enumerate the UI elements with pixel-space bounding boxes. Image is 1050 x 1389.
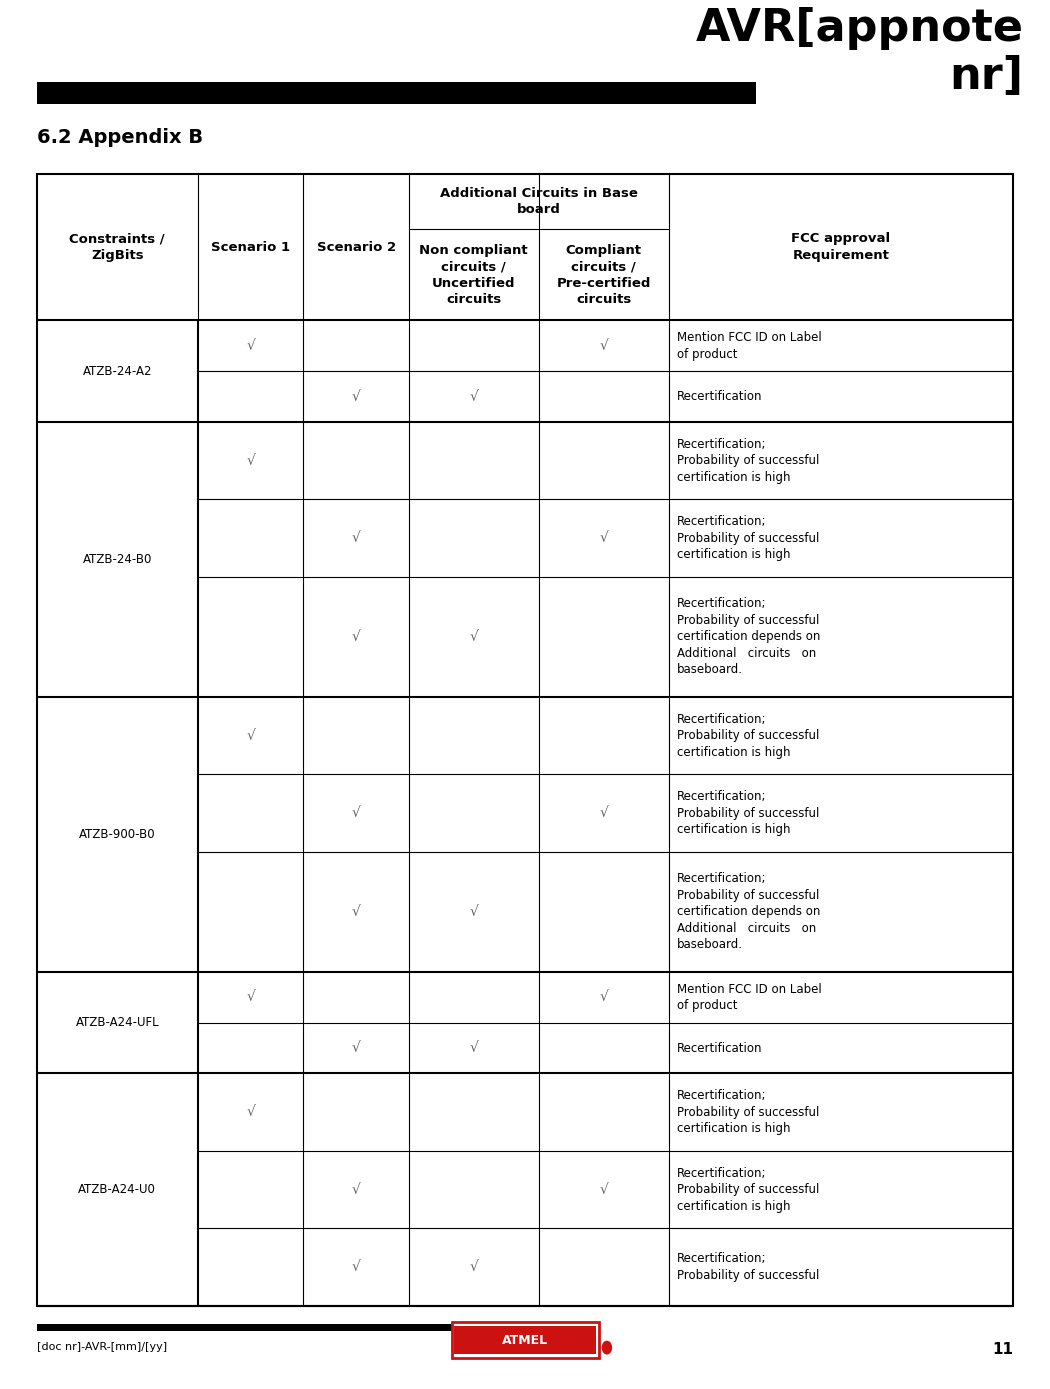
Text: [doc nr]-AVR-[mm]/[yy]: [doc nr]-AVR-[mm]/[yy] [37, 1342, 167, 1351]
Text: √: √ [352, 806, 360, 820]
Text: √: √ [246, 1106, 255, 1120]
Text: Recertification;
Probability of successful
certification is high: Recertification; Probability of successf… [677, 1167, 819, 1213]
Text: √: √ [246, 990, 255, 1004]
Bar [454, 1326, 596, 1354]
Text: Mention FCC ID on Label
of product: Mention FCC ID on Label of product [677, 331, 822, 361]
Text: Recertification;
Probability of successful
certification depends on
Additional  : Recertification; Probability of successf… [677, 872, 820, 951]
Text: √: √ [600, 806, 608, 820]
Text: √: √ [246, 454, 255, 468]
Text: ATZB-24-B0: ATZB-24-B0 [83, 553, 152, 565]
Text: Recertification: Recertification [677, 1042, 762, 1054]
Text: √: √ [600, 531, 608, 544]
Text: Scenario 2: Scenario 2 [316, 240, 396, 254]
Text: 6.2 Appendix B: 6.2 Appendix B [37, 128, 203, 147]
Text: ATZB-24-A2: ATZB-24-A2 [83, 365, 152, 378]
Text: √: √ [600, 339, 608, 353]
Text: √: √ [352, 1260, 360, 1274]
Text: Compliant
circuits /
Pre-certified
circuits: Compliant circuits / Pre-certified circu… [556, 243, 651, 306]
Circle shape [602, 1340, 612, 1354]
Text: ATZB-900-B0: ATZB-900-B0 [79, 828, 155, 840]
Text: Recertification;
Probability of successful
certification is high: Recertification; Probability of successf… [677, 438, 819, 483]
Bar [452, 1322, 598, 1358]
Text: FCC approval
Requirement: FCC approval Requirement [792, 232, 890, 261]
Text: √: √ [600, 1182, 608, 1196]
Bar [37, 174, 1013, 1306]
Text: Constraints /
ZigBits: Constraints / ZigBits [69, 232, 165, 261]
Text: √: √ [469, 1040, 478, 1056]
Text: √: √ [352, 389, 360, 404]
Text: Non compliant
circuits /
Uncertified
circuits: Non compliant circuits / Uncertified cir… [419, 243, 528, 306]
Text: Recertification;
Probability of successful
certification is high: Recertification; Probability of successf… [677, 1089, 819, 1135]
Text: ATMEL: ATMEL [502, 1333, 548, 1347]
Text: √: √ [352, 1040, 360, 1056]
Text: √: √ [469, 1260, 478, 1274]
Text: √: √ [469, 629, 478, 644]
Text: √: √ [600, 990, 608, 1004]
Text: √: √ [352, 904, 360, 920]
Text: Recertification;
Probability of successful
certification is high: Recertification; Probability of successf… [677, 515, 819, 561]
Bar [37, 82, 756, 104]
Text: AVR[appnote
nr]: AVR[appnote nr] [696, 7, 1024, 99]
Text: Recertification;
Probability of successful
certification depends on
Additional  : Recertification; Probability of successf… [677, 597, 820, 676]
Text: Recertification;
Probability of successful
certification is high: Recertification; Probability of successf… [677, 713, 819, 758]
Bar [37, 1324, 562, 1331]
Text: Mention FCC ID on Label
of product: Mention FCC ID on Label of product [677, 982, 822, 1013]
Text: √: √ [246, 729, 255, 743]
Text: √: √ [469, 904, 478, 920]
Text: ATZB-A24-UFL: ATZB-A24-UFL [76, 1017, 160, 1029]
Text: 11: 11 [992, 1342, 1013, 1357]
Text: √: √ [352, 629, 360, 644]
Text: √: √ [352, 531, 360, 544]
Text: √: √ [246, 339, 255, 353]
Text: Recertification;
Probability of successful
certification is high: Recertification; Probability of successf… [677, 790, 819, 836]
Text: Scenario 1: Scenario 1 [211, 240, 290, 254]
Text: Recertification;
Probability of successful: Recertification; Probability of successf… [677, 1253, 819, 1282]
Text: Recertification: Recertification [677, 390, 762, 403]
Text: √: √ [352, 1182, 360, 1196]
Text: √: √ [469, 389, 478, 404]
Text: Additional Circuits in Base
board: Additional Circuits in Base board [440, 188, 637, 217]
Text: ATZB-A24-U0: ATZB-A24-U0 [79, 1183, 156, 1196]
